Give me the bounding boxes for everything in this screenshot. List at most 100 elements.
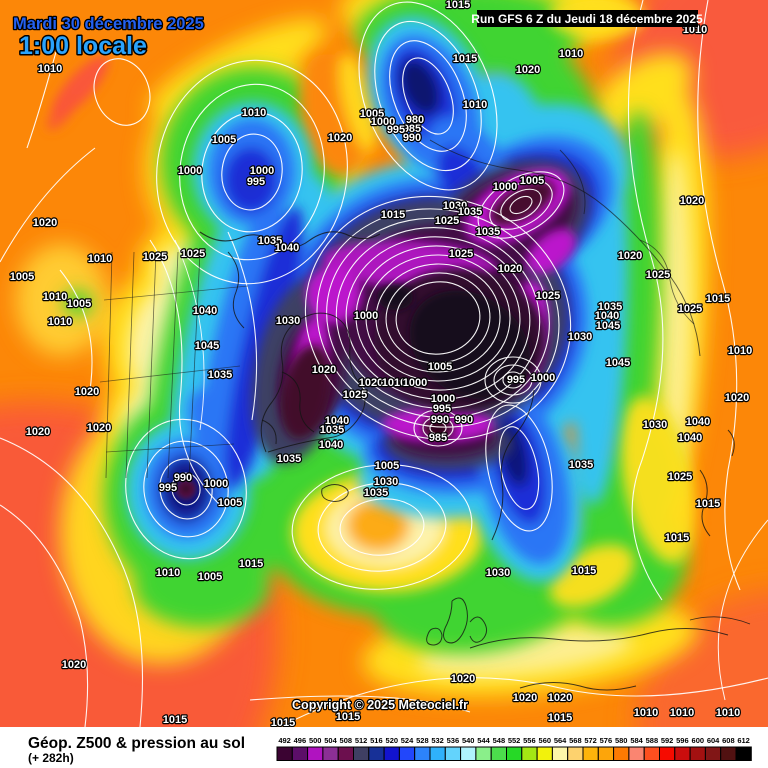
svg-text:1020: 1020 [33,217,57,229]
svg-text:1020: 1020 [498,263,522,275]
svg-text:508: 508 [340,736,353,745]
svg-text:1010: 1010 [43,291,67,303]
svg-text:1005: 1005 [218,497,242,509]
svg-text:1020: 1020 [725,392,749,404]
svg-text:1010: 1010 [463,99,487,111]
svg-text:544: 544 [477,736,490,745]
svg-text:1015: 1015 [665,532,689,544]
svg-text:1020: 1020 [618,250,642,262]
svg-text:1040: 1040 [678,432,702,444]
svg-text:Copyright © 2025 Meteociel.fr: Copyright © 2025 Meteociel.fr [292,698,468,712]
svg-text:995: 995 [387,124,405,136]
svg-text:1035: 1035 [208,369,232,381]
svg-text:1045: 1045 [596,320,620,332]
svg-text:516: 516 [370,736,383,745]
svg-text:1010: 1010 [634,707,658,719]
svg-text:552: 552 [508,736,521,745]
svg-text:1020: 1020 [516,64,540,76]
svg-text:600: 600 [692,736,705,745]
svg-text:1005: 1005 [375,460,399,472]
svg-text:1000: 1000 [178,165,202,177]
svg-text:1025: 1025 [143,251,167,263]
svg-text:596: 596 [676,736,689,745]
svg-text:995: 995 [159,482,177,494]
svg-text:1040: 1040 [319,439,343,451]
svg-text:1005: 1005 [10,271,34,283]
svg-text:990: 990 [431,414,449,426]
svg-text:1040: 1040 [595,310,619,322]
svg-text:1030: 1030 [568,331,592,343]
svg-text:1035: 1035 [277,453,301,465]
svg-text:1005: 1005 [198,571,222,583]
svg-text:995: 995 [507,374,525,386]
svg-text:1015: 1015 [381,209,405,221]
svg-text:1005: 1005 [212,134,236,146]
svg-text:536: 536 [447,736,460,745]
svg-text:1020: 1020 [312,364,336,376]
svg-text:1020: 1020 [359,377,383,389]
svg-text:1010: 1010 [242,107,266,119]
svg-text:604: 604 [707,736,720,745]
svg-text:995: 995 [247,176,265,188]
svg-text:995: 995 [433,403,451,415]
svg-text:Run GFS 6 Z du Jeudi 18 décemb: Run GFS 6 Z du Jeudi 18 décembre 2025 [471,12,703,26]
svg-text:1045: 1045 [606,357,630,369]
svg-text:1015: 1015 [706,293,730,305]
svg-text:1010: 1010 [559,48,583,60]
svg-text:572: 572 [584,736,597,745]
svg-text:1000: 1000 [371,116,395,128]
svg-text:1045: 1045 [195,340,219,352]
svg-text:1000: 1000 [493,181,517,193]
svg-text:1020: 1020 [75,386,99,398]
svg-text:1015: 1015 [572,565,596,577]
svg-text:512: 512 [355,736,368,745]
svg-text:1025: 1025 [343,389,367,401]
svg-text:1015: 1015 [548,712,572,724]
svg-text:548: 548 [493,736,506,745]
svg-text:1025: 1025 [646,269,670,281]
svg-text:1010: 1010 [670,707,694,719]
svg-text:1010: 1010 [156,567,180,579]
svg-text:1005: 1005 [67,298,91,310]
svg-text:1025: 1025 [449,248,473,260]
svg-text:1020: 1020 [328,132,352,144]
svg-text:560: 560 [539,736,552,745]
svg-text:580: 580 [615,736,628,745]
svg-text:608: 608 [722,736,735,745]
svg-text:1010: 1010 [48,316,72,328]
svg-text:1020: 1020 [62,659,86,671]
svg-text:1015: 1015 [696,498,720,510]
svg-text:1040: 1040 [686,416,710,428]
svg-text:1000: 1000 [250,165,274,177]
svg-text:1005: 1005 [360,108,384,120]
svg-text:584: 584 [630,736,643,745]
svg-text:1035: 1035 [258,235,282,247]
svg-text:564: 564 [554,736,567,745]
svg-text:576: 576 [600,736,613,745]
svg-text:1015: 1015 [453,53,477,65]
svg-text:1010: 1010 [88,253,112,265]
svg-text:1010: 1010 [382,377,406,389]
svg-text:1035: 1035 [458,206,482,218]
svg-text:1020: 1020 [680,195,704,207]
svg-text:1025: 1025 [536,290,560,302]
svg-text:1030: 1030 [276,315,300,327]
svg-text:492: 492 [278,736,291,745]
svg-text:1030: 1030 [374,476,398,488]
svg-text:532: 532 [431,736,444,745]
svg-text:1015: 1015 [336,711,360,723]
svg-text:1020: 1020 [87,422,111,434]
svg-text:1040: 1040 [193,305,217,317]
svg-text:528: 528 [416,736,429,745]
svg-text:556: 556 [523,736,536,745]
svg-text:1030: 1030 [486,567,510,579]
svg-text:1015: 1015 [271,717,295,729]
svg-text:1015: 1015 [163,714,187,726]
svg-text:540: 540 [462,736,475,745]
svg-text:985: 985 [429,432,447,444]
svg-text:1000: 1000 [403,377,427,389]
svg-text:1020: 1020 [513,692,537,704]
svg-text:1035: 1035 [320,424,344,436]
svg-text:1000: 1000 [531,372,555,384]
svg-text:1020: 1020 [548,692,572,704]
